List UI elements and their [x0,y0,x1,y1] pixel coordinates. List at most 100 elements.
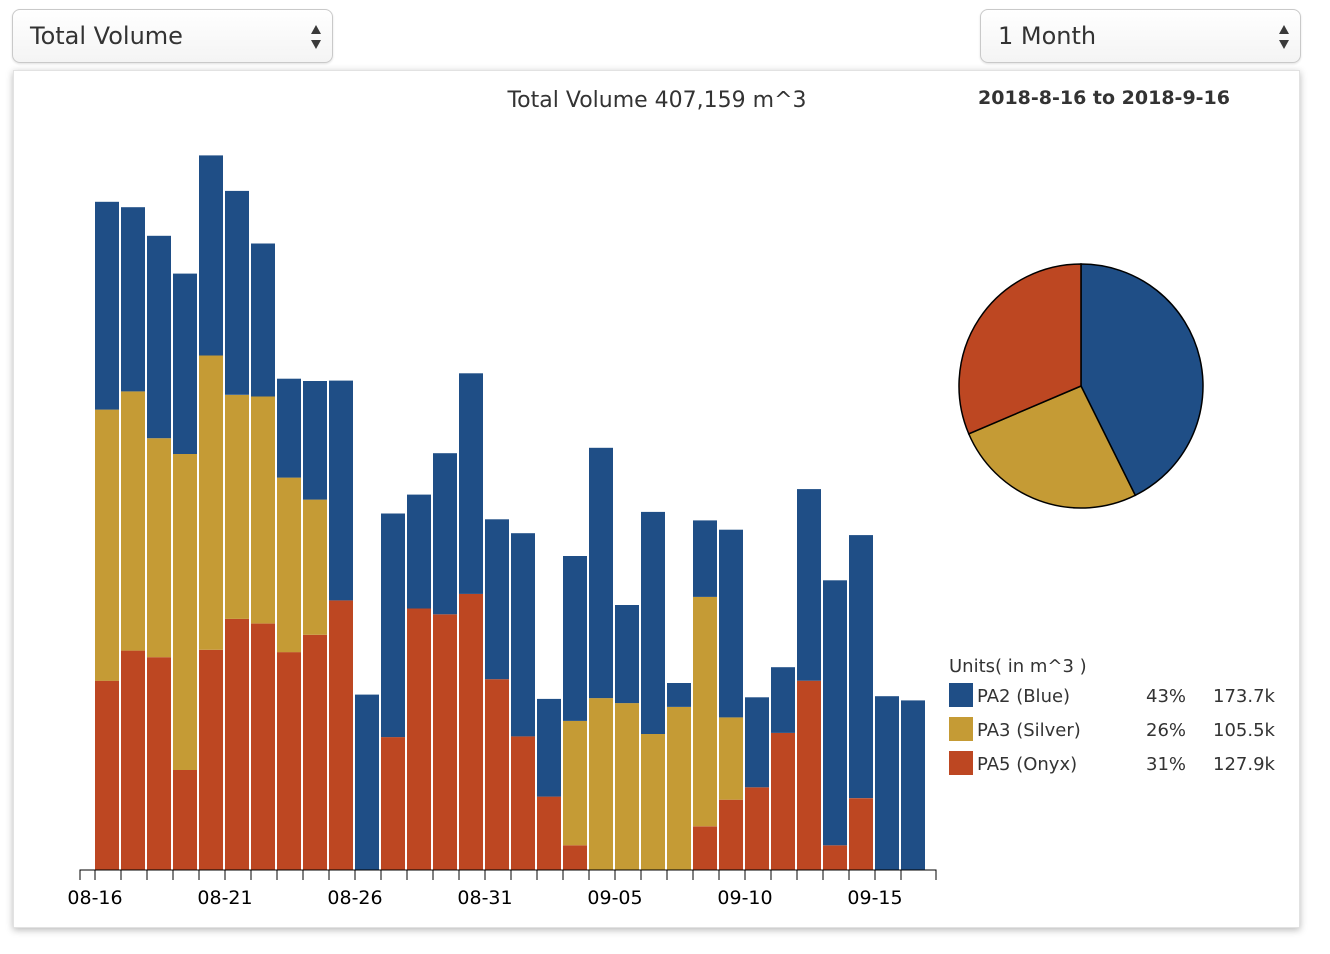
bar-pa5-08-28 [407,608,431,870]
bar-pa2-09-05 [615,605,639,704]
bar-pa2-08-30 [459,373,483,594]
x-tick-label: 09-15 [847,887,902,909]
bar-pa2-08-16 [95,201,119,410]
bar-pa5-08-20 [199,649,223,870]
bar-pa3-09-04 [589,698,613,870]
bar-pa2-08-31 [485,519,509,680]
bar-pa2-09-16 [901,700,925,870]
x-tick-label: 08-26 [327,887,382,909]
bar-pa5-09-01 [511,736,535,870]
bar-pa2-08-25 [329,380,353,601]
bar-pa3-08-19 [173,454,197,770]
legend-swatch-pa5 [949,751,973,775]
legend: Units( in m^3 ) PA2 (Blue) 43% 173.7k PA3 (… [949,656,1276,775]
pie-chart [958,263,1204,509]
bar-pa2-09-02 [537,698,561,797]
bar-pa5-09-13 [823,845,847,870]
x-tick-label: 08-21 [197,887,252,909]
x-tick-label: 09-05 [587,887,642,909]
bar-pa2-08-20 [199,155,223,356]
bar-pa2-08-29 [433,453,457,615]
bar-pa5-09-12 [797,680,821,870]
bar-pa2-09-15 [875,696,899,870]
bar-pa2-09-01 [511,533,535,737]
bar-pa3-08-20 [199,355,223,650]
bar-pa2-09-06 [641,511,665,734]
bar-pa3-08-23 [277,477,301,653]
bar-pa5-09-03 [563,845,587,870]
bar-pa3-08-21 [225,394,249,619]
bar-pa3-09-06 [641,734,665,870]
bar-pa2-08-22 [251,243,275,397]
bar-pa2-09-12 [797,489,821,681]
legend-swatch-pa2 [949,683,973,707]
bar-pa3-08-22 [251,396,275,624]
metric-select[interactable]: Total Volume [12,9,333,63]
x-tick-label: 09-10 [717,887,772,909]
chart-panel: Total Volume 407,159 m^3 2018-8-16 to 20… [13,70,1300,928]
bar-pa3-09-08 [693,596,717,827]
bar-pa3-08-24 [303,499,327,635]
chart-canvas: Total Volume 407,159 m^3 2018-8-16 to 20… [67,87,1276,909]
chart-title: Total Volume 407,159 m^3 [506,88,806,113]
bar-pa5-09-10 [745,787,769,870]
bar-pa5-09-11 [771,732,795,870]
date-range-label: 2018-8-16 to 2018-9-16 [978,87,1230,109]
metric-select-value: Total Volume [30,22,183,50]
bar-pa3-09-07 [667,707,691,870]
bar-pa2-08-21 [225,190,249,395]
bar-pa5-08-17 [121,650,145,870]
bar-pa5-09-09 [719,799,743,870]
bar-pa2-08-17 [121,207,145,392]
bar-pa3-08-17 [121,391,145,651]
bar-pa5-08-16 [95,680,119,870]
select-arrows-icon [1279,25,1289,49]
bar-pa2-08-27 [381,513,405,738]
bar-pa5-08-25 [329,600,353,870]
x-tick-label: 08-16 [67,887,122,909]
range-select[interactable]: 1 Month [980,9,1301,63]
bar-pa2-08-23 [277,378,301,478]
legend-total: 105.5k [1213,720,1276,741]
legend-label: PA5 (Onyx) [977,754,1077,775]
bar-pa5-08-23 [277,652,301,870]
bar-pa5-08-22 [251,623,275,870]
range-select-value: 1 Month [998,22,1097,50]
bar-pa3-08-18 [147,438,171,658]
bar-chart [95,155,925,870]
legend-title: Units( in m^3 ) [949,656,1087,677]
bar-pa2-09-03 [563,556,587,721]
bar-pa2-08-18 [147,235,171,439]
bar-pa5-08-21 [225,618,249,870]
bar-pa5-08-19 [173,770,197,870]
legend-percent: 26% [1146,720,1186,741]
legend-swatch-pa3 [949,717,973,741]
bar-pa5-08-31 [485,679,509,870]
bar-pa2-09-04 [589,447,613,699]
bar-pa2-08-19 [173,273,197,454]
bar-pa5-09-08 [693,826,717,870]
bar-pa5-08-27 [381,737,405,870]
bar-pa3-09-03 [563,720,587,846]
bar-pa2-09-10 [745,697,769,788]
legend-total: 127.9k [1213,754,1276,775]
bar-pa2-09-07 [667,683,691,707]
bar-pa2-08-26 [355,694,379,870]
x-axis: 08-16 08-21 08-26 08-31 09-05 09-10 09-15 [67,869,937,909]
bar-pa3-09-05 [615,703,639,870]
legend-percent: 31% [1146,754,1186,775]
bar-pa2-09-14 [849,535,873,799]
bar-pa2-09-08 [693,520,717,597]
bar-pa3-09-09 [719,717,743,800]
bar-pa2-09-13 [823,580,847,846]
bar-pa2-09-11 [771,667,795,733]
bar-pa3-08-16 [95,409,119,681]
legend-label: PA2 (Blue) [977,686,1070,707]
pie-slice-pa2 [1080,263,1204,497]
bar-pa2-08-24 [303,381,327,500]
x-axis-line [79,869,937,880]
x-tick-label: 08-31 [457,887,512,909]
pie-slice-pa5 [958,263,1082,435]
legend-label: PA3 (Silver) [977,720,1081,741]
bar-pa5-09-14 [849,798,873,870]
